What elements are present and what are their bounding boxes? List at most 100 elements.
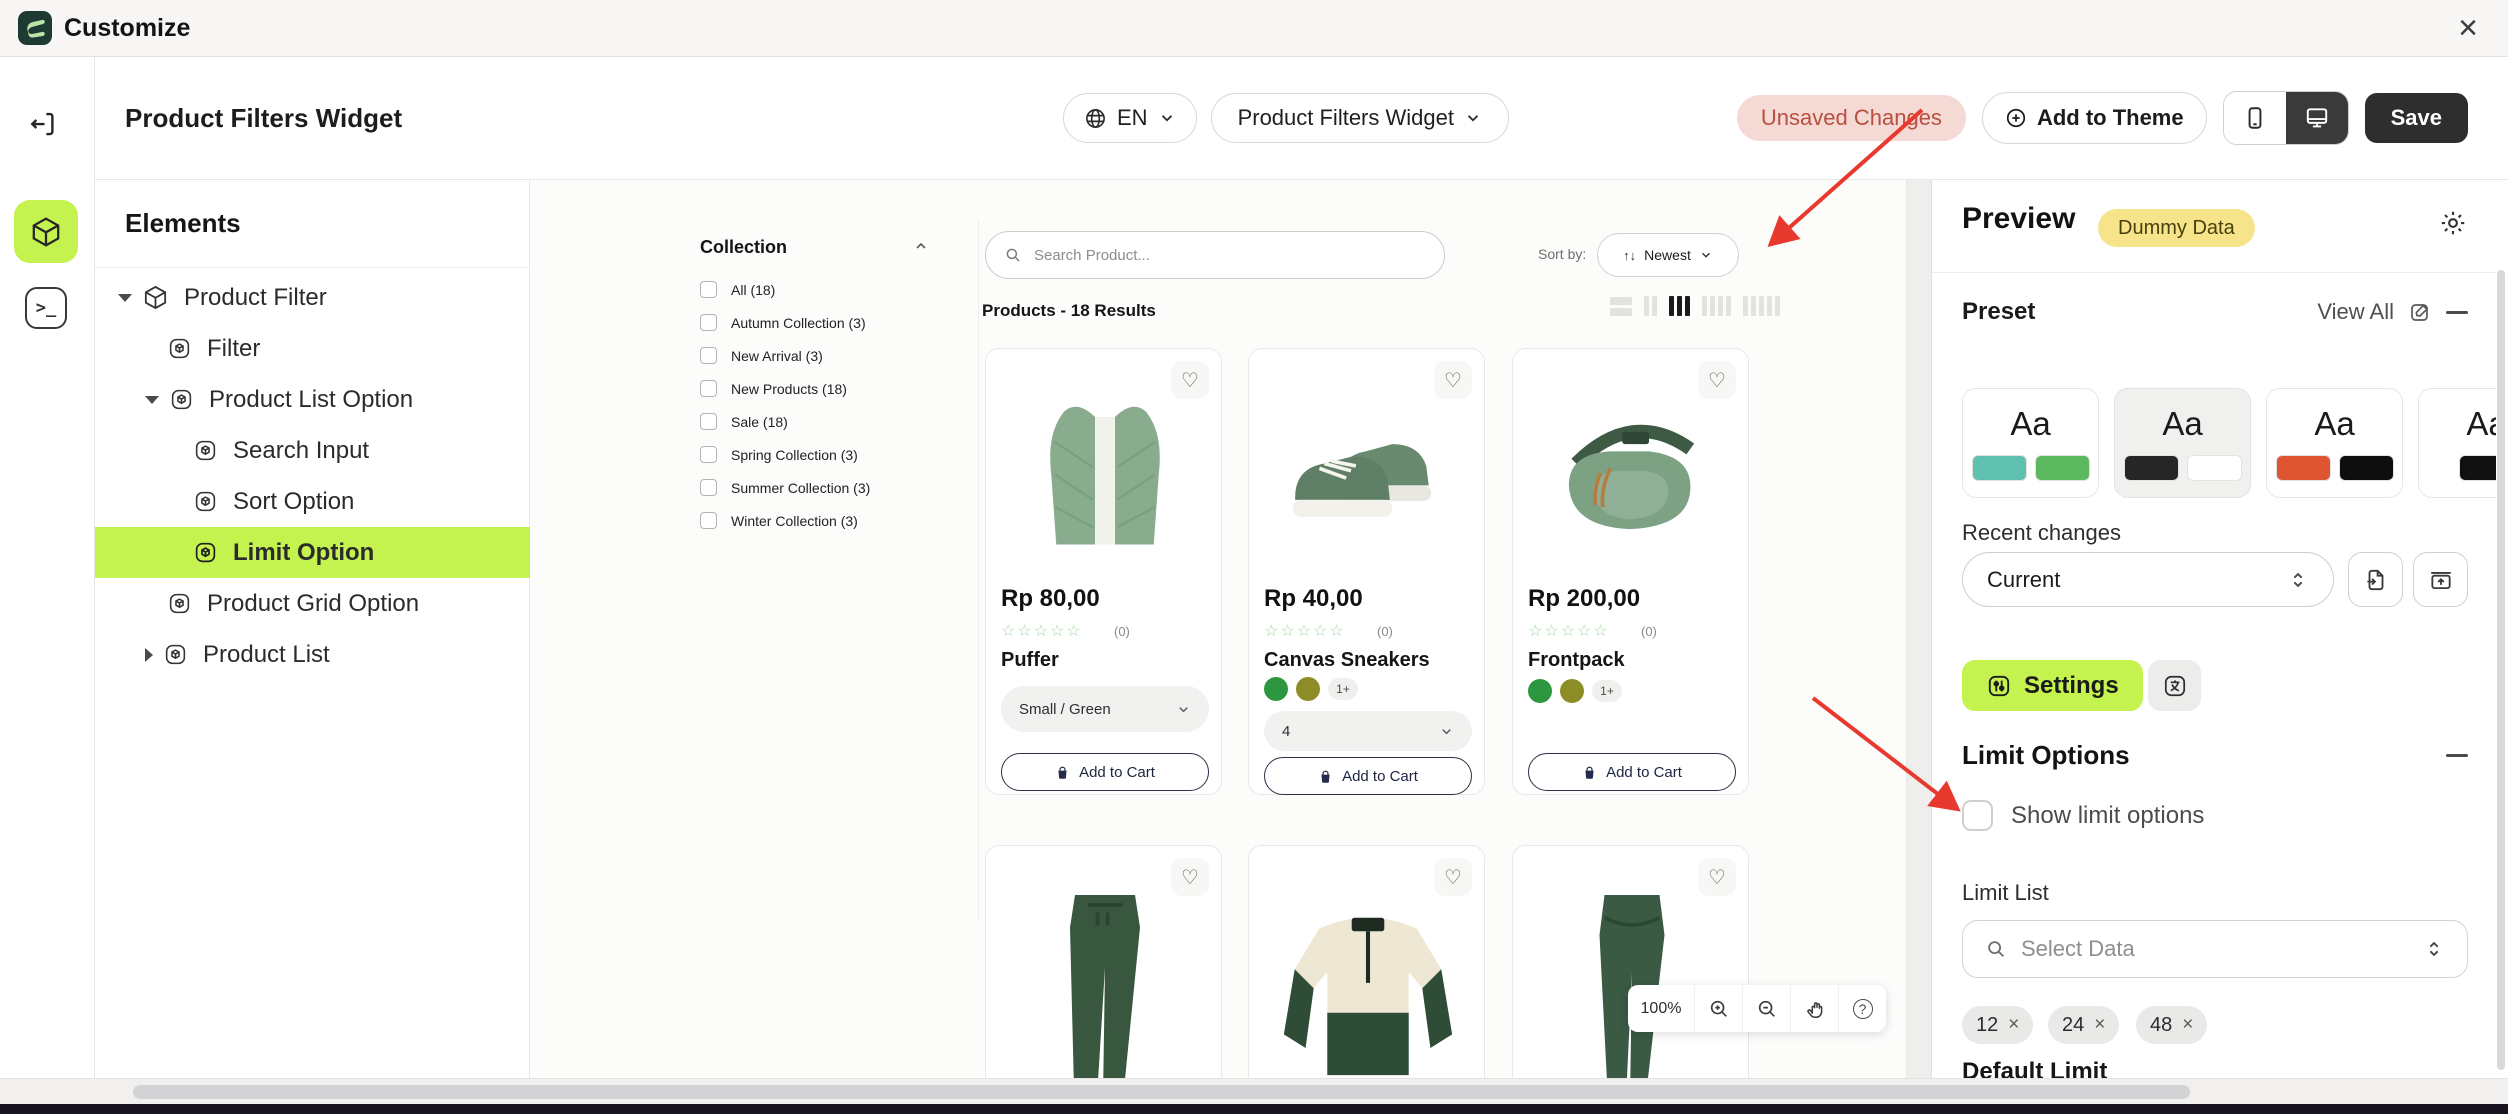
- tree-item-search-input[interactable]: Search Input: [95, 425, 530, 476]
- zoom-out-button[interactable]: [1742, 985, 1790, 1032]
- tree-item-product-list-option[interactable]: Product List Option: [95, 374, 530, 425]
- wishlist-button[interactable]: ♡: [1698, 361, 1736, 399]
- more-swatches-badge[interactable]: 1+: [1592, 680, 1622, 702]
- checkbox[interactable]: [700, 446, 717, 463]
- collection-option[interactable]: Winter Collection (3): [700, 512, 858, 529]
- checkbox[interactable]: [700, 281, 717, 298]
- chevron-down-icon: [1467, 115, 1479, 122]
- help-button[interactable]: ?: [1838, 985, 1886, 1032]
- product-image-puffer: [1006, 363, 1203, 581]
- edit-icon[interactable]: [2408, 300, 2432, 324]
- remove-tag-icon[interactable]: ×: [2094, 1014, 2106, 1035]
- layout-3col-icon-selected[interactable]: [1669, 296, 1690, 316]
- layout-2col-icon[interactable]: [1644, 296, 1657, 316]
- archive-version-button[interactable]: [2413, 552, 2468, 607]
- right-panel-scrollbar[interactable]: [2497, 270, 2505, 1070]
- variant-select[interactable]: 4: [1264, 711, 1472, 751]
- preset-card[interactable]: Aa: [2266, 388, 2403, 498]
- product-name: Canvas Sneakers: [1264, 649, 1430, 671]
- collection-option[interactable]: Sale (18): [700, 413, 788, 430]
- layout-4col-icon[interactable]: [1702, 296, 1731, 316]
- elements-rail-button[interactable]: [14, 200, 78, 263]
- code-rail-button[interactable]: >_: [25, 287, 67, 329]
- caret-down-icon[interactable]: [145, 395, 159, 404]
- tree-item-limit-option-selected[interactable]: Limit Option: [95, 527, 530, 578]
- tree-item-product-grid-option[interactable]: Product Grid Option: [95, 578, 530, 629]
- horizontal-scrollbar[interactable]: [0, 1078, 2508, 1104]
- collection-collapse-icon[interactable]: [913, 238, 929, 254]
- add-to-cart-button[interactable]: Add to Cart: [1264, 757, 1472, 795]
- checkbox[interactable]: [700, 380, 717, 397]
- tree-item-filter[interactable]: Filter: [95, 323, 530, 374]
- window-bottom-edge: [0, 1104, 2508, 1114]
- product-search-input[interactable]: [985, 231, 1445, 279]
- collection-option[interactable]: New Products (18): [700, 380, 847, 397]
- zoom-level: 100%: [1640, 999, 1682, 1017]
- collection-option[interactable]: All (18): [700, 281, 775, 298]
- wishlist-button[interactable]: ♡: [1171, 361, 1209, 399]
- caret-right-icon[interactable]: [145, 647, 153, 662]
- desktop-preview-button[interactable]: [2285, 92, 2348, 144]
- sort-dropdown[interactable]: ↑↓ Newest: [1597, 233, 1739, 277]
- collapse-preset-icon[interactable]: [2446, 310, 2468, 314]
- widget-selector-dropdown[interactable]: Product Filters Widget: [1210, 93, 1509, 143]
- pan-tool-button[interactable]: [1790, 985, 1838, 1032]
- tree-item-sort-option[interactable]: Sort Option: [95, 476, 530, 527]
- preset-card-selected[interactable]: Aa: [2114, 388, 2251, 498]
- checkbox[interactable]: [700, 413, 717, 430]
- checkbox[interactable]: [700, 479, 717, 496]
- checkbox[interactable]: [700, 512, 717, 529]
- wishlist-button[interactable]: ♡: [1171, 858, 1209, 896]
- zoom-in-button[interactable]: [1694, 985, 1742, 1032]
- collection-option[interactable]: New Arrival (3): [700, 347, 823, 364]
- save-button[interactable]: Save: [2364, 93, 2468, 143]
- file-import-icon: [2366, 569, 2383, 590]
- limit-list-select[interactable]: Select Data: [1962, 920, 2468, 978]
- title-bar: Customize ×: [0, 0, 2508, 57]
- show-limit-options-row[interactable]: Show limit options: [1962, 800, 2204, 831]
- variant-select[interactable]: Small / Green: [1001, 686, 1209, 732]
- tab-settings[interactable]: Settings: [1962, 660, 2143, 711]
- scrollbar-thumb[interactable]: [133, 1085, 2190, 1099]
- view-all-link[interactable]: View All: [2317, 299, 2394, 324]
- layout-5col-icon[interactable]: [1743, 296, 1780, 316]
- preview-settings-button[interactable]: [2438, 208, 2468, 238]
- close-icon[interactable]: ×: [2458, 8, 2478, 47]
- exit-editor-icon[interactable]: [27, 109, 57, 139]
- wishlist-button[interactable]: ♡: [1434, 361, 1472, 399]
- swatch-green[interactable]: [1264, 677, 1288, 701]
- checkbox[interactable]: [700, 314, 717, 331]
- remove-tag-icon[interactable]: ×: [2182, 1014, 2194, 1035]
- wishlist-button[interactable]: ♡: [1698, 858, 1736, 896]
- rating-stars: ☆☆☆☆☆: [1528, 623, 1610, 640]
- layout-1col-icon[interactable]: [1610, 296, 1632, 316]
- recent-changes-select[interactable]: Current: [1962, 552, 2334, 607]
- preset-swatch: [2034, 455, 2090, 481]
- restore-version-button[interactable]: [2348, 552, 2403, 607]
- checkbox[interactable]: [700, 347, 717, 364]
- collapse-limit-options-icon[interactable]: [2446, 754, 2468, 757]
- swatch-green[interactable]: [1528, 679, 1552, 703]
- wishlist-button[interactable]: ♡: [1434, 858, 1472, 896]
- mobile-preview-button[interactable]: [2223, 92, 2286, 144]
- more-swatches-badge[interactable]: 1+: [1328, 678, 1358, 700]
- caret-down-icon[interactable]: [118, 293, 132, 302]
- collection-filter-title: Collection: [700, 237, 788, 257]
- add-to-cart-button[interactable]: Add to Cart: [1528, 753, 1736, 791]
- swatch-olive[interactable]: [1296, 677, 1320, 701]
- collection-option[interactable]: Spring Collection (3): [700, 446, 858, 463]
- cube-icon: [144, 285, 167, 310]
- collection-option[interactable]: Summer Collection (3): [700, 479, 870, 496]
- collection-option[interactable]: Autumn Collection (3): [700, 314, 866, 331]
- add-to-cart-button[interactable]: Add to Cart: [1001, 753, 1209, 791]
- add-to-theme-button[interactable]: Add to Theme: [1981, 92, 2207, 144]
- swatch-olive[interactable]: [1560, 679, 1584, 703]
- tab-translations[interactable]: [2148, 660, 2201, 711]
- preset-card[interactable]: Aa: [1962, 388, 2099, 498]
- tree-item-product-filter[interactable]: Product Filter: [95, 272, 530, 323]
- tree-item-product-list[interactable]: Product List: [95, 629, 530, 680]
- remove-tag-icon[interactable]: ×: [2008, 1014, 2020, 1035]
- language-dropdown[interactable]: EN: [1063, 93, 1197, 143]
- show-limit-options-checkbox[interactable]: [1962, 800, 1993, 831]
- preset-card[interactable]: Aa: [2418, 388, 2496, 498]
